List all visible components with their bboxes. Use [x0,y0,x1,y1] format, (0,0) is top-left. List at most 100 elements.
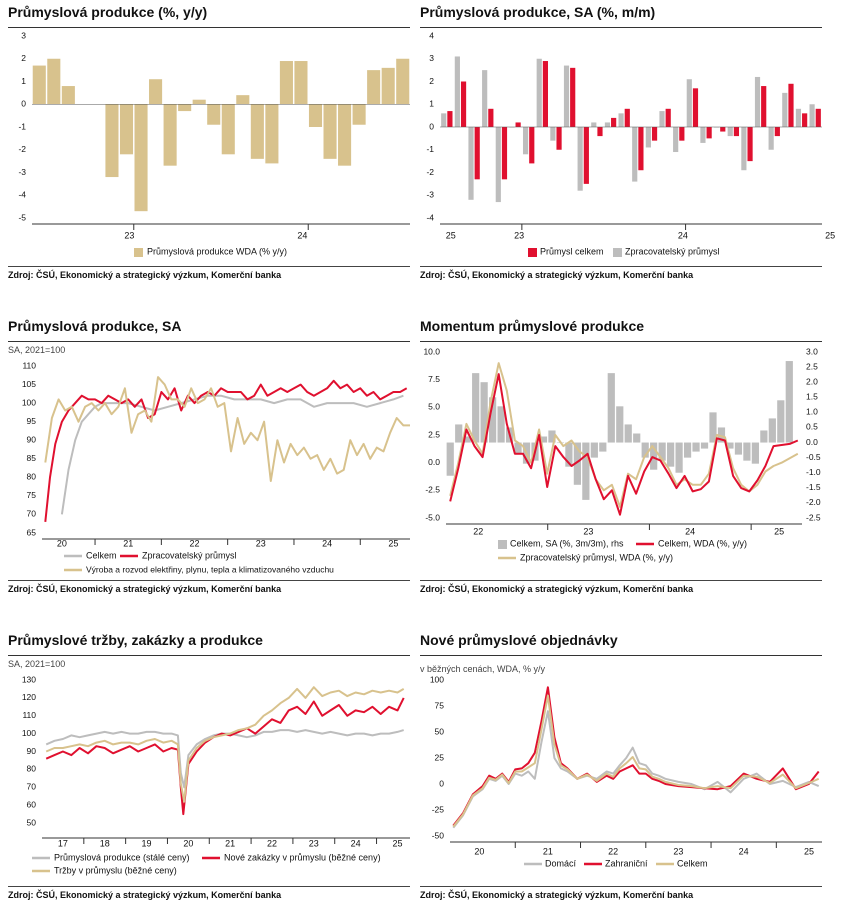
bar [683,442,692,458]
bar [294,61,308,105]
y-tick-label: 1 [429,99,434,109]
bar [590,442,598,458]
y-tick-label-rhs: -2.0 [806,497,821,507]
bar [692,88,699,127]
bar [207,104,221,125]
bar [795,108,802,127]
y-tick-label: 95 [27,416,37,426]
bar [515,122,521,127]
bar [788,83,794,127]
x-tick-label: 22 [608,846,618,856]
x-tick-label: 19 [142,838,152,848]
bar [645,127,651,148]
legend-swatch [498,540,507,549]
bar [522,127,529,155]
legend-label: Nové zakázky v průmyslu (běžné ceny) [224,852,381,862]
x-tick-label: 22 [267,838,277,848]
source-note: Zdroj: ČSÚ, Ekonomický a strategický výz… [8,584,282,594]
y-tick-label: 25 [435,752,445,762]
bar [658,442,666,461]
x-tick-label: 21 [543,846,553,856]
source-note: Zdroj: ČSÚ, Ekonomický a strategický výz… [8,890,282,900]
y-tick-label: -2.5 [425,485,440,495]
title-underline [8,341,410,342]
bar [514,442,522,455]
x-tick-label: 20 [474,846,484,856]
y-tick-label: 50 [435,726,445,736]
x-tick-label: 21 [123,538,133,548]
legend-swatch [613,248,622,257]
bar [700,442,709,449]
chart-title: Průmyslová produkce (%, y/y) [8,4,208,20]
bar [686,79,692,127]
y-tick-label-rhs: -0.5 [806,452,821,462]
y-tick-label: 0 [439,778,444,788]
y-tick-label: 4 [429,30,434,40]
x-tick-label: 25 [446,230,456,240]
bar [638,127,644,171]
chart-subtitle: v běžných cenách, WDA, % y/y [420,664,546,674]
y-tick-label: -2 [18,144,26,154]
y-tick-label-rhs: 1.5 [806,392,818,402]
y-tick-label: -1 [426,144,434,154]
bar [488,108,494,127]
y-tick-label: 85 [27,453,37,463]
bar [446,442,454,476]
bar [777,400,785,443]
x-tick-label: 25 [774,526,784,536]
source-divider [420,266,822,267]
y-tick-label-rhs: -1.5 [806,482,821,492]
legend-label: Tržby v průmyslu (běžné ceny) [54,865,177,875]
bar [665,108,671,127]
y-tick-label: 120 [22,692,36,702]
momentum-chart: 10.0 7.5 5.0 2.5 0.0 -2.5 -5.0 3.0 2.5 2.0 1.5 1.0 0… [423,346,821,562]
legend-label: Celkem [86,550,117,560]
x-tick-label: 25 [825,230,835,240]
bar [785,361,793,443]
y-tick-label: 110 [22,360,36,370]
y-tick-label: -25 [432,804,445,814]
bar [616,406,624,443]
bar [495,127,501,203]
bar [597,127,603,137]
series-line [44,379,408,523]
y-tick-label: 90 [27,434,37,444]
y-tick-label: 75 [435,700,445,710]
bar [624,108,630,127]
bar [633,433,641,443]
x-tick-label: 22 [473,526,483,536]
legend-swatch [528,248,537,257]
x-tick-label: 24 [678,230,688,240]
bar [550,127,556,141]
bar [760,430,768,443]
bar [706,127,712,139]
legend-label: Domácí [545,858,577,868]
bar [632,127,638,182]
bar [802,113,808,127]
bar [754,76,761,127]
bar [741,127,747,171]
y-tick-label: 105 [22,379,36,389]
y-tick-label: 130 [22,674,36,684]
legend-label: Průmysl celkem [540,246,604,256]
x-tick-label: 23 [583,526,593,536]
y-tick-label: 3 [429,53,434,63]
x-tick-label: 23 [673,846,683,856]
bar [396,58,410,105]
bar [751,442,759,464]
y-tick-label: 100 [430,674,444,684]
x-tick-label: 24 [685,526,695,536]
bar [733,127,740,137]
bar [441,113,447,127]
bar [692,442,700,452]
legend-label: Zahraniční [605,858,648,868]
source-note: Zdroj: ČSÚ, Ekonomický a strategický výz… [8,270,282,280]
y-tick-label: -1 [18,121,26,131]
bar [768,418,776,443]
source-divider [8,886,410,887]
chart-subtitle: SA, 2021=100 [8,659,66,669]
x-tick-label: 17 [58,838,68,848]
bar [809,104,815,127]
line-chart-production: 110 105 100 95 90 85 80 75 70 65 20 21 22 23 24 25 Celke… [22,360,410,574]
